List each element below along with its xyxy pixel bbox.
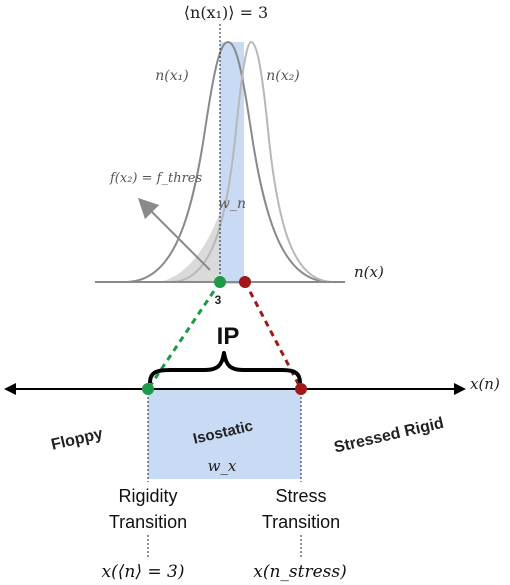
rigidity-formula: x(⟨n⟩ = 3) bbox=[102, 562, 185, 582]
rigidity-transition-line2: Transition bbox=[109, 512, 187, 532]
top-axis-label: n(x) bbox=[354, 263, 384, 281]
threshold-label: f(x₂) = f_thres bbox=[109, 171, 202, 186]
axis-arrow-right bbox=[454, 383, 466, 395]
tail-shaded-region bbox=[163, 212, 220, 282]
green-point-top bbox=[214, 276, 226, 288]
curve2-label: n(x₂) bbox=[266, 68, 299, 84]
axis-arrow-left bbox=[4, 383, 16, 395]
tick-3-label: 3 bbox=[215, 293, 222, 307]
width-n-label: w_n bbox=[218, 196, 246, 212]
mean-label: ⟨n(x₁)⟩ = 3 bbox=[184, 3, 268, 22]
green-point-bottom bbox=[142, 383, 154, 395]
ip-label: IP bbox=[217, 323, 240, 350]
red-point-top bbox=[239, 276, 251, 288]
isostatic-band bbox=[148, 389, 301, 479]
threshold-arrow bbox=[137, 197, 211, 271]
stressed-rigid-label: Stressed Rigid bbox=[332, 415, 445, 457]
curve-n-x2 bbox=[150, 40, 345, 283]
stress-formula: x(n_stress) bbox=[253, 562, 347, 582]
bottom-axis-label: x(n) bbox=[470, 375, 500, 393]
ip-brace bbox=[148, 351, 302, 384]
red-point-bottom bbox=[295, 383, 307, 395]
stress-transition-line2: Transition bbox=[262, 512, 340, 532]
width-x-label: w_x bbox=[208, 457, 237, 475]
floppy-label: Floppy bbox=[50, 425, 105, 453]
rigidity-transition-line1: Rigidity bbox=[118, 486, 177, 506]
stress-transition-line1: Stress bbox=[275, 486, 326, 506]
curve1-label: n(x₁) bbox=[155, 68, 188, 84]
